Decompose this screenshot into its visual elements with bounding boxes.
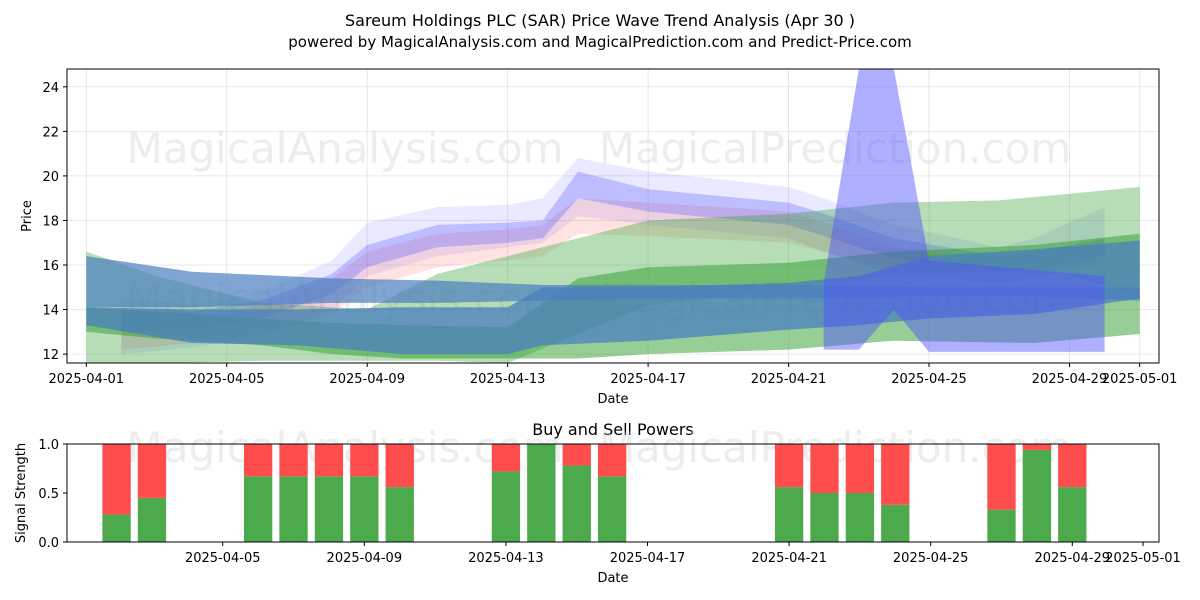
sell-bar (987, 444, 1016, 510)
price-x-tick-label: 2025-04-09 (329, 372, 405, 387)
price-wave-panel: MagicalAnalysis.com MagicalPrediction.co… (20, 68, 1177, 407)
chart-subtitle: powered by MagicalAnalysis.com and Magic… (288, 33, 912, 51)
sell-bar (1058, 444, 1087, 488)
signal-x-tick-label: 2025-04-21 (751, 551, 827, 566)
signal-x-tick-label: 2025-05-01 (1105, 551, 1181, 566)
buy-bar (597, 476, 627, 542)
price-x-tick-label: 2025-04-17 (610, 372, 686, 387)
sell-bar (881, 444, 910, 505)
buy-bar (491, 471, 521, 542)
sell-bar (350, 444, 379, 477)
sell-bar (102, 444, 131, 515)
price-plot-frame (66, 68, 1160, 364)
signal-y-tick-label: 0.5 (38, 487, 59, 502)
buy-bar (137, 497, 167, 542)
signal-bars (102, 444, 1087, 542)
sell-bar (137, 444, 167, 498)
price-x-tick-label: 2025-04-21 (751, 372, 827, 387)
signal-x-tick-label: 2025-04-25 (893, 551, 969, 566)
buy-bar (845, 493, 875, 542)
price-y-tick-label: 22 (42, 125, 59, 140)
price-axis-ticks: 2025-04-01 2025-04-05 2025-04-09 2025-04-13… (42, 81, 1177, 387)
buy-bar (562, 465, 591, 542)
sell-bar (845, 444, 875, 493)
signal-x-tick-label: 2025-04-09 (327, 551, 403, 566)
sell-bar (774, 444, 804, 488)
sell-bar (243, 444, 273, 477)
signal-x-tick-label: 2025-04-13 (468, 551, 544, 566)
price-y-tick-label: 12 (42, 348, 59, 363)
price-x-tick-label: 2025-04-01 (49, 372, 125, 387)
price-y-axis-title: Price (20, 200, 35, 232)
signal-axis-ticks: 2025-04-05 2025-04-09 2025-04-13 2025-04-17… (38, 438, 1181, 566)
price-y-tick-label: 16 (42, 259, 59, 274)
price-band-6 (86, 256, 1140, 308)
chart-title: Sareum Holdings PLC (SAR) Price Wave Tre… (345, 11, 855, 30)
buy-bar (987, 509, 1016, 542)
sell-bar (491, 444, 521, 472)
price-x-axis-title: Date (597, 392, 628, 407)
sell-bar (314, 444, 344, 477)
price-y-tick-label: 24 (42, 81, 59, 96)
price-band-7 (823, 69, 1105, 352)
buy-bar (350, 476, 379, 542)
watermark-analysis-top: MagicalAnalysis.com (127, 124, 564, 173)
buy-bar (243, 476, 273, 542)
signal-x-tick-label: 2025-04-17 (610, 551, 686, 566)
price-x-tick-label: 2025-04-25 (891, 372, 967, 387)
sell-bar (562, 444, 591, 466)
buy-bar (279, 476, 308, 542)
watermark-analysis-bottom: MagicalAnalysis.com (127, 423, 564, 472)
signal-panel: Buy and Sell Powers MagicalAnalysis.com … (14, 420, 1181, 586)
signal-y-tick-label: 0.0 (38, 536, 59, 551)
signal-x-tick-label: 2025-04-05 (185, 551, 261, 566)
sell-bar (385, 444, 414, 488)
price-x-tick-label: 2025-04-13 (470, 372, 546, 387)
price-x-tick-label: 2025-04-05 (189, 372, 265, 387)
signal-y-axis-title: Signal Strength (14, 443, 29, 543)
sell-bar (279, 444, 308, 477)
sell-bar (810, 444, 839, 493)
price-y-tick-label: 14 (42, 304, 59, 319)
buy-bar (881, 504, 910, 542)
price-y-tick-label: 18 (42, 214, 59, 229)
buy-bar (1022, 449, 1052, 542)
signal-x-axis-title: Date (597, 571, 628, 586)
signal-title: Buy and Sell Powers (532, 420, 694, 439)
price-x-tick-label: 2025-05-01 (1102, 372, 1178, 387)
sell-bar (597, 444, 627, 477)
price-y-tick-label: 20 (42, 170, 59, 185)
sell-bar (1022, 444, 1052, 450)
price-x-tick-label: 2025-04-29 (1032, 372, 1108, 387)
price-bands (86, 69, 1140, 363)
buy-bar (774, 487, 804, 542)
buy-bar (314, 476, 344, 542)
price-band-1 (121, 198, 1105, 350)
buy-bar (102, 514, 131, 542)
buy-bar (1058, 487, 1087, 542)
buy-bar (527, 444, 556, 542)
signal-y-tick-label: 1.0 (38, 438, 59, 453)
buy-bar (385, 487, 414, 542)
watermark-prediction-top: MagicalPrediction.com (599, 124, 1072, 173)
signal-x-tick-label: 2025-04-29 (1034, 551, 1110, 566)
buy-bar (810, 493, 839, 542)
